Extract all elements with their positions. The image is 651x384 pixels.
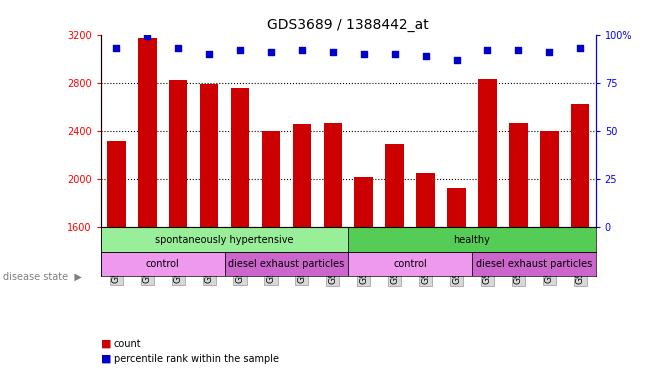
Bar (447, 188, 466, 227)
Point (389, 51, 400, 57)
Point (482, 47, 493, 53)
Text: diesel exhaust particles: diesel exhaust particles (229, 259, 344, 269)
Text: control: control (146, 259, 180, 269)
Point (327, 49, 338, 55)
Bar (417, 173, 435, 227)
Bar (138, 38, 156, 227)
Point (111, 45, 122, 51)
Bar (324, 123, 342, 227)
Text: spontaneously hypertensive: spontaneously hypertensive (156, 235, 294, 245)
Bar (472, 252, 596, 276)
Text: disease state  ▶: disease state ▶ (3, 271, 82, 281)
Bar (355, 177, 373, 227)
Point (421, 53, 431, 59)
Bar (107, 141, 126, 227)
Title: GDS3689 / 1388442_at: GDS3689 / 1388442_at (268, 18, 429, 32)
Point (204, 51, 214, 57)
Text: percentile rank within the sample: percentile rank within the sample (114, 354, 279, 364)
Bar (385, 144, 404, 227)
Bar (293, 124, 311, 227)
Text: ■: ■ (101, 339, 111, 349)
Bar (348, 252, 472, 276)
Text: count: count (114, 339, 141, 349)
Bar (262, 131, 281, 227)
Point (266, 49, 276, 55)
Bar (101, 227, 348, 252)
Bar (571, 104, 590, 227)
Point (451, 56, 462, 63)
Bar (225, 252, 348, 276)
Text: healthy: healthy (454, 235, 490, 245)
Text: diesel exhaust particles: diesel exhaust particles (476, 259, 592, 269)
Bar (540, 131, 559, 227)
Point (513, 47, 523, 53)
Bar (509, 122, 528, 227)
Bar (101, 252, 225, 276)
Bar (169, 80, 187, 227)
Point (173, 45, 184, 51)
Bar (200, 84, 219, 227)
Text: ■: ■ (101, 354, 111, 364)
Bar (231, 88, 249, 227)
Bar (348, 227, 596, 252)
Text: control: control (393, 259, 427, 269)
Point (575, 45, 585, 51)
Bar (478, 79, 497, 227)
Point (235, 47, 245, 53)
Point (544, 49, 555, 55)
Point (359, 51, 369, 57)
Point (297, 47, 307, 53)
Point (142, 33, 152, 40)
